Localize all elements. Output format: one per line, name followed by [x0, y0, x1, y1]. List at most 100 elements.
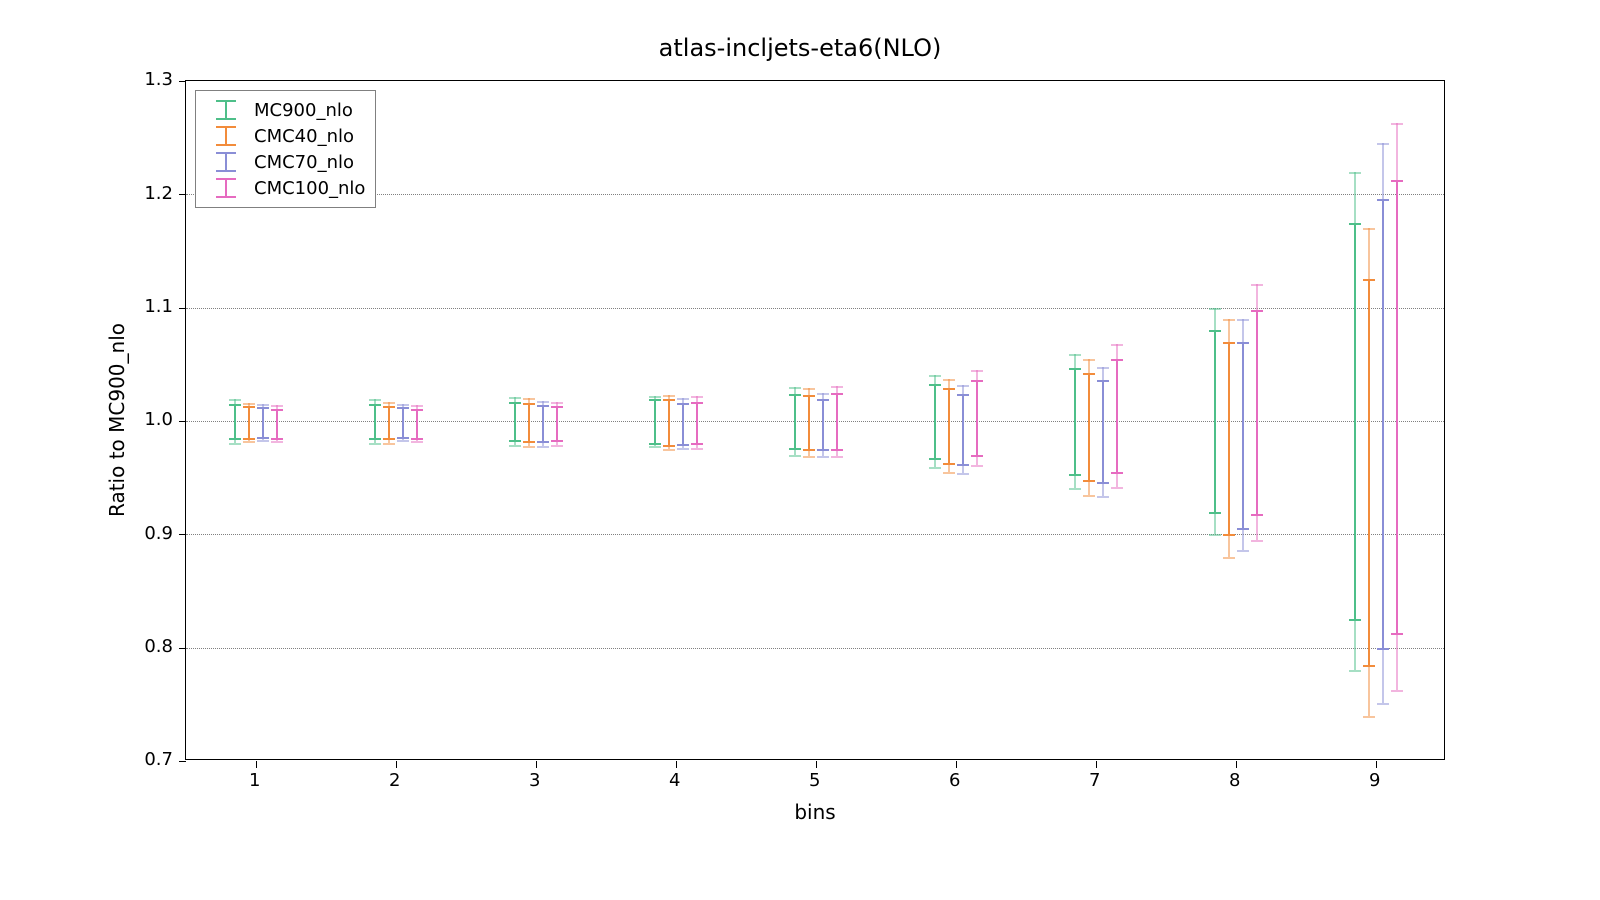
errorbar-inner	[682, 403, 684, 444]
ytick-mark	[179, 761, 186, 762]
errorbar-inner-cap	[691, 443, 703, 445]
ytick-label: 1.1	[144, 296, 173, 317]
errorbar-inner-cap	[957, 394, 969, 396]
legend-label: MC900_nlo	[254, 100, 353, 121]
errorbar-inner	[822, 399, 824, 449]
errorbar-outer-cap	[229, 399, 241, 401]
errorbar-inner-cap	[1223, 342, 1235, 344]
errorbar-inner-cap	[1391, 180, 1403, 182]
errorbar-inner-cap	[1363, 279, 1375, 281]
errorbar-inner	[1242, 342, 1244, 528]
errorbar-inner-cap	[803, 449, 815, 451]
errorbar-inner-cap	[537, 405, 549, 407]
errorbar-outer-cap	[1237, 550, 1249, 552]
xtick-label: 3	[529, 770, 540, 791]
errorbar-inner-cap	[1111, 359, 1123, 361]
xtick-mark	[816, 761, 817, 768]
errorbar-inner-cap	[1237, 342, 1249, 344]
errorbar-outer-cap	[1083, 359, 1095, 361]
errorbar-outer-cap	[1223, 319, 1235, 321]
chart-container: atlas-incljets-eta6(NLO) Ratio to MC900_…	[0, 0, 1600, 900]
errorbar-inner-cap	[1111, 472, 1123, 474]
errorbar-inner	[416, 409, 418, 438]
errorbar-outer-cap	[1377, 143, 1389, 145]
xtick-label: 5	[809, 770, 820, 791]
errorbar-outer-cap	[551, 445, 563, 447]
errorbar-inner-cap	[229, 404, 241, 406]
errorbar-outer-cap	[943, 379, 955, 381]
legend-label: CMC100_nlo	[254, 178, 365, 199]
errorbar-outer-cap	[1069, 488, 1081, 490]
errorbar-inner-cap	[397, 407, 409, 409]
errorbar-inner	[514, 402, 516, 441]
errorbar-inner-cap	[943, 388, 955, 390]
errorbar-inner-cap	[509, 440, 521, 442]
errorbar-outer-cap	[663, 395, 675, 397]
errorbar-outer-cap	[523, 446, 535, 448]
errorbar-outer-cap	[971, 465, 983, 467]
errorbar-outer-cap	[523, 398, 535, 400]
errorbar-outer-cap	[957, 385, 969, 387]
x-axis-label: bins	[185, 800, 1445, 824]
errorbar-inner	[542, 405, 544, 441]
errorbar-inner	[654, 399, 656, 442]
legend-item: CMC40_nlo	[206, 123, 365, 149]
errorbar-outer-cap	[691, 396, 703, 398]
chart-title: atlas-incljets-eta6(NLO)	[0, 34, 1600, 62]
errorbar-inner-cap	[243, 438, 255, 440]
errorbar-inner-cap	[509, 402, 521, 404]
errorbar-outer-cap	[397, 404, 409, 406]
errorbar-inner-cap	[929, 384, 941, 386]
errorbar-inner	[836, 393, 838, 450]
errorbar-inner-cap	[831, 449, 843, 451]
legend-marker	[206, 178, 246, 198]
errorbar-inner-cap	[1209, 512, 1221, 514]
errorbar-inner-cap	[1209, 330, 1221, 332]
errorbar-inner	[1088, 373, 1090, 480]
errorbar-outer-cap	[1083, 495, 1095, 497]
errorbar-outer-cap	[677, 398, 689, 400]
errorbar-outer-cap	[943, 472, 955, 474]
errorbar-outer-cap	[1349, 172, 1361, 174]
errorbar-outer-cap	[817, 456, 829, 458]
errorbar-inner-cap	[1083, 373, 1095, 375]
errorbar-inner-cap	[817, 399, 829, 401]
errorbar-inner	[1354, 223, 1356, 620]
errorbar-outer-cap	[257, 440, 269, 442]
errorbar-outer-cap	[1349, 670, 1361, 672]
errorbar-outer-cap	[1377, 703, 1389, 705]
xtick-label: 8	[1229, 770, 1240, 791]
errorbar-inner-cap	[1377, 648, 1389, 650]
errorbar-outer-cap	[551, 402, 563, 404]
errorbar-inner-cap	[789, 394, 801, 396]
errorbar-outer-cap	[243, 403, 255, 405]
errorbar-outer-cap	[229, 443, 241, 445]
errorbar-outer-cap	[691, 448, 703, 450]
errorbar-inner	[1368, 279, 1370, 664]
errorbar-inner-cap	[971, 380, 983, 382]
errorbar-inner-cap	[257, 437, 269, 439]
errorbar-inner	[234, 404, 236, 438]
errorbar-outer-cap	[803, 388, 815, 390]
errorbar-outer-cap	[649, 446, 661, 448]
legend-marker	[206, 100, 246, 120]
errorbar-outer-cap	[663, 449, 675, 451]
errorbar-inner	[1074, 368, 1076, 475]
errorbar-inner	[556, 406, 558, 440]
errorbar-inner	[1396, 180, 1398, 633]
errorbar-outer-cap	[831, 386, 843, 388]
ytick-mark	[179, 421, 186, 422]
errorbar-outer-cap	[243, 441, 255, 443]
errorbar-inner-cap	[789, 448, 801, 450]
errorbar-outer-cap	[271, 405, 283, 407]
gridline-h	[186, 648, 1444, 649]
errorbar-outer-cap	[831, 456, 843, 458]
errorbar-inner-cap	[523, 403, 535, 405]
errorbar-inner-cap	[229, 438, 241, 440]
errorbar-inner	[794, 394, 796, 448]
errorbar-outer-cap	[1237, 319, 1249, 321]
ytick-label: 0.7	[144, 749, 173, 770]
errorbar-outer-cap	[1251, 284, 1263, 286]
errorbar-outer-cap	[1223, 557, 1235, 559]
errorbar-inner	[1102, 380, 1104, 482]
